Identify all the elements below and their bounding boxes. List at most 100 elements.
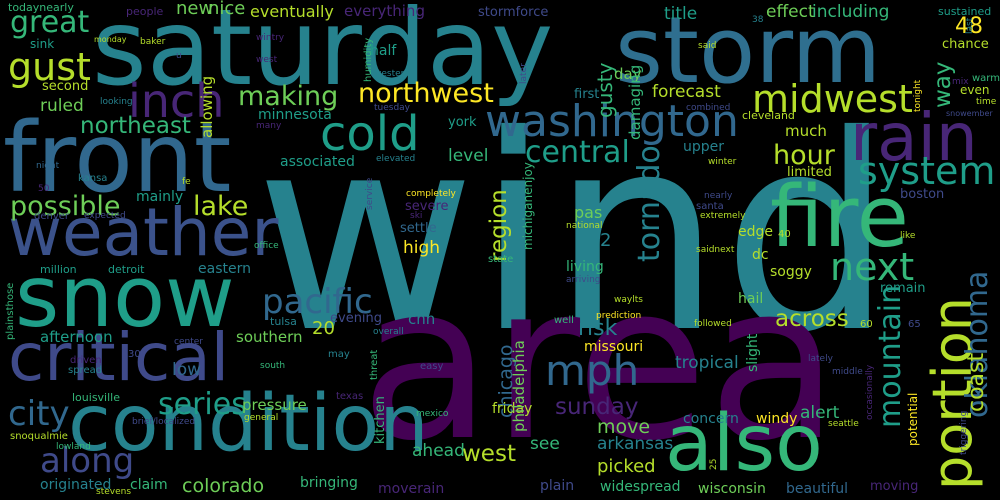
word-last: last <box>965 17 975 34</box>
word-50: 50 <box>38 184 50 194</box>
word-detroit: detroit <box>108 263 145 276</box>
word-front: front <box>3 102 232 214</box>
word-cleveland: cleveland <box>742 109 795 122</box>
word-tornado: tornado <box>632 145 667 262</box>
word-michiganenjoy: michiganenjoy <box>521 162 535 250</box>
word-stevens: stevens <box>96 487 132 497</box>
word-bringing: bringing <box>300 475 358 491</box>
word-midwest: midwest <box>752 77 913 121</box>
word-washington: washington <box>485 96 739 147</box>
word-later: later <box>519 63 529 84</box>
word-lowland: lowland <box>56 442 91 452</box>
word-associated: associated <box>280 154 355 170</box>
word-many: many <box>256 121 282 131</box>
word-colorado: colorado <box>182 475 265 497</box>
word-triggering: triggering <box>959 410 969 455</box>
word-wisconsin: wisconsin <box>698 481 766 497</box>
word-plainsthose: plainsthose <box>5 282 16 340</box>
word-arkansas: arkansas <box>597 434 674 454</box>
word-move: move <box>597 416 651 438</box>
word-settle: settle <box>400 221 437 236</box>
word-40: 40 <box>778 229 791 240</box>
word-west-small: west <box>256 55 278 65</box>
word-middle: middle <box>832 367 863 377</box>
word-southern: southern <box>236 328 303 346</box>
word-including: including <box>812 2 890 22</box>
word-nearly: nearly <box>704 191 733 201</box>
word-mix: mix <box>952 77 969 87</box>
word-snowember: snowember <box>946 109 993 118</box>
word-ruled: ruled <box>40 96 84 116</box>
word-beautiful: beautiful <box>786 481 849 497</box>
word-pacific: pacific <box>262 282 373 322</box>
word-much: much <box>785 122 827 140</box>
word-winter: winter <box>708 157 737 167</box>
word-originated: originated <box>40 477 112 493</box>
word-northwest: northwest <box>358 78 494 109</box>
word-tulsa: tulsa <box>270 315 297 328</box>
word-series: series <box>158 387 247 422</box>
word-plain: plain <box>540 478 575 494</box>
word-general: general <box>244 413 279 423</box>
word-spread: spread <box>68 365 103 376</box>
word-claim: claim <box>130 477 168 493</box>
word-first: first <box>574 87 600 102</box>
word-snoqualmie: snoqualmie <box>10 431 68 442</box>
word-baker: baker <box>140 37 166 47</box>
word-living: living <box>566 259 604 275</box>
word-elevated: elevated <box>376 154 416 164</box>
word-south: south <box>260 361 286 371</box>
word-edge: edge <box>738 224 773 240</box>
word-concern: concern <box>683 411 739 427</box>
word-million: million <box>40 263 77 276</box>
word-sink: sink <box>30 37 55 51</box>
word-level: level <box>448 146 489 166</box>
word-soggy: soggy <box>770 264 812 280</box>
word-cnn: cnn <box>408 310 436 328</box>
word-saidnext: saidnext <box>696 245 735 255</box>
word-risk: risk <box>578 316 618 341</box>
word-region: region <box>486 189 512 262</box>
word-mainly: mainly <box>136 189 184 205</box>
word-mexico: mexico <box>416 409 449 419</box>
word-todaynearly: todaynearly <box>8 1 74 14</box>
word-denver: denver <box>34 211 70 222</box>
word-stormforce: stormforce <box>478 5 549 20</box>
word-tropical: tropical <box>675 353 739 373</box>
word-possible: possible <box>10 191 121 222</box>
word-friday: friday <box>492 401 533 417</box>
word-cold: cold <box>320 106 420 162</box>
word-alert: alert <box>800 403 840 423</box>
word-critical: critical <box>8 319 230 396</box>
word-along: along <box>40 441 135 481</box>
word-coast-visible: coast <box>964 352 989 412</box>
word-prediction: prediction <box>596 311 642 321</box>
word-kansa: kansa <box>78 173 108 184</box>
word-48: 48 <box>955 14 983 39</box>
word-city: city <box>8 394 70 434</box>
word-lately: lately <box>808 354 833 364</box>
word-60: 60 <box>860 319 873 330</box>
word-central: central <box>525 135 630 170</box>
word-waylts: waylts <box>614 295 643 305</box>
word-chance: chance <box>942 37 989 52</box>
word-slight: slight <box>745 333 761 372</box>
word-humidity: humidity <box>363 37 374 82</box>
word-next: next <box>830 245 915 289</box>
word-lake: lake <box>193 191 249 222</box>
word-minnesota: minnesota <box>258 107 332 123</box>
word-half: half <box>370 43 397 59</box>
word-arriving: arriving <box>566 275 601 285</box>
word-driven: driven <box>70 355 102 366</box>
word-mph: mph <box>545 346 640 395</box>
word-inch: inch <box>128 74 225 128</box>
word-remain: remain <box>880 281 926 296</box>
word-combined: combined <box>686 103 731 113</box>
word-gust: gust <box>8 45 91 89</box>
word-looking: looking <box>100 97 133 107</box>
word-well: well <box>554 315 574 326</box>
word-afternoon: afternoon <box>40 328 113 346</box>
word-center: center <box>174 337 203 347</box>
word-monday: monday <box>94 35 127 44</box>
